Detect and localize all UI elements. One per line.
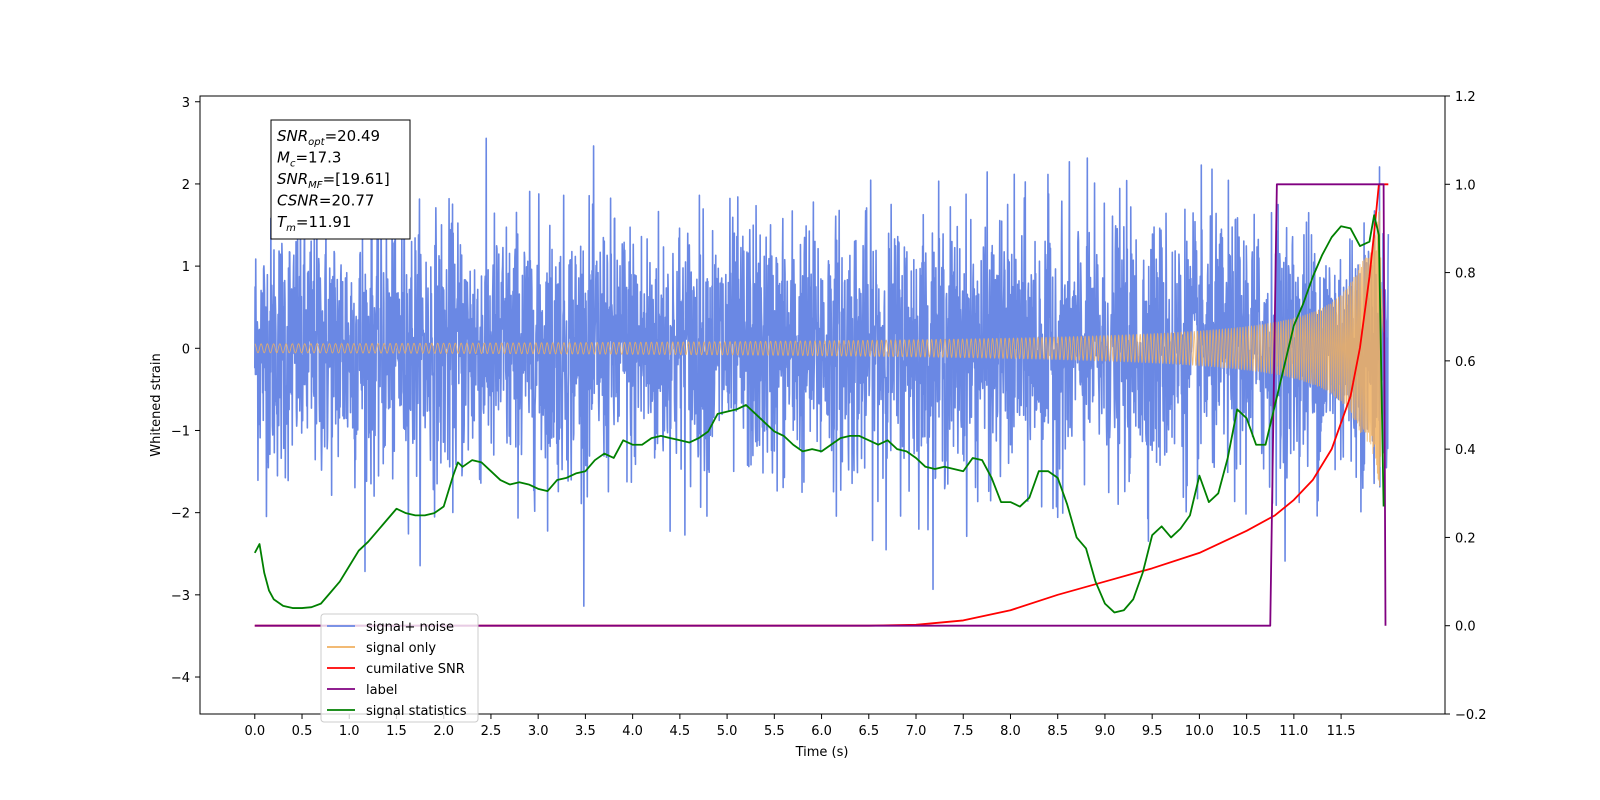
annotation-line: Mc=17.3 — [277, 149, 341, 170]
annotation-line: SNRopt=20.49 — [277, 127, 380, 148]
x-tick-label: 3.5 — [575, 724, 596, 739]
series-line-1 — [253, 137, 1390, 607]
series-line-5 — [253, 214, 1385, 614]
annotation-frame — [270, 119, 411, 240]
y-tick-label: −4 — [171, 671, 190, 686]
annotation-value: =[19.61] — [323, 170, 390, 188]
x-tick-label: 5.0 — [717, 724, 738, 739]
x-tick-label: 11.5 — [1327, 724, 1356, 739]
y2-tick-label: 0.8 — [1455, 267, 1476, 282]
annotation-symbol: CSNR — [277, 192, 319, 210]
y2-tick-label: −0.2 — [1455, 708, 1487, 723]
series-line-3 — [254, 183, 1389, 627]
y-tick-label: 2 — [182, 178, 190, 193]
y-tick-label: 0 — [182, 342, 190, 357]
annotation-symbol: SNR — [277, 170, 308, 188]
x-tick-label: 8.5 — [1047, 724, 1068, 739]
legend-label: cumilative SNR — [366, 662, 465, 677]
x-tick-label: 4.5 — [670, 724, 691, 739]
series-line-2 — [254, 210, 1385, 487]
x-tick-label: 11.0 — [1279, 724, 1308, 739]
series-line-4 — [254, 183, 1387, 627]
x-axis-label: Time (s) — [795, 745, 849, 760]
x-tick-label: 9.5 — [1142, 724, 1163, 739]
annotation-line: SNRMF=[19.61] — [277, 170, 390, 191]
y-tick-label: −1 — [171, 424, 190, 439]
x-tick-label: 2.0 — [433, 724, 454, 739]
y-tick-label: −3 — [171, 589, 190, 604]
y-tick-label: 3 — [182, 96, 190, 111]
x-tick-label: 5.5 — [764, 724, 785, 739]
x-tick-label: 10.0 — [1185, 724, 1214, 739]
plot-frame — [199, 95, 1446, 715]
x-tick-label: 8.0 — [1000, 724, 1021, 739]
y2-tick-label: 0.6 — [1455, 355, 1476, 370]
x-tick-label: 2.5 — [481, 724, 502, 739]
y2-tick-label: 0.0 — [1455, 620, 1476, 635]
annotation-symbol: T — [277, 213, 288, 231]
y2-tick-label: 0.4 — [1455, 443, 1476, 458]
x-tick-label: 0.0 — [244, 724, 265, 739]
x-tick-label: 10.5 — [1232, 724, 1261, 739]
legend: signal+ noise signal only cumilative SNR la… — [320, 613, 479, 723]
x-tick-label: 1.5 — [386, 724, 407, 739]
annotation-subscript: c — [290, 159, 296, 170]
x-tick-label: 7.5 — [953, 724, 974, 739]
x-tick-label: 7.0 — [906, 724, 927, 739]
annotation-symbol: SNR — [277, 127, 308, 145]
y2-tick-label: 0.2 — [1455, 531, 1476, 546]
annotation-symbol: M — [277, 149, 290, 167]
axes: 0.0 0.5 1.0 1.5 2.0 2.5 3.0 3.5 4.0 4.5 5.0 5.5 6.0 6… — [171, 90, 1487, 739]
legend-label: signal statistics — [366, 704, 467, 719]
annotation-subscript: opt — [308, 137, 325, 148]
annotation-value: =17.3 — [295, 149, 341, 167]
annotation-box: SNRopt=20.49Mc=17.3SNRMF=[19.61]CSNR=20.… — [270, 119, 411, 240]
annotation-value: =11.91 — [296, 213, 352, 231]
annotation-line: CSNR=20.77 — [277, 192, 374, 210]
legend-label: signal only — [366, 641, 436, 656]
y-axis-label: Whitened strain — [149, 353, 164, 456]
x-tick-label: 0.5 — [292, 724, 313, 739]
x-tick-label: 6.0 — [811, 724, 832, 739]
y2-tick-label: 1.0 — [1455, 178, 1476, 193]
y-tick-label: −2 — [171, 507, 190, 522]
x-tick-label: 1.0 — [339, 724, 360, 739]
annotation-subscript: m — [286, 223, 296, 234]
plot-series — [253, 137, 1390, 627]
annotation-value: =20.49 — [325, 127, 381, 145]
x-tick-label: 4.0 — [622, 724, 643, 739]
annotation-value: =20.77 — [319, 192, 375, 210]
y2-tick-label: 1.2 — [1455, 90, 1476, 105]
x-tick-label: 3.0 — [528, 724, 549, 739]
y-tick-label: 1 — [182, 260, 190, 275]
x-tick-label: 9.0 — [1095, 724, 1116, 739]
annotation-subscript: MF — [308, 180, 323, 191]
legend-label: signal+ noise — [366, 620, 454, 635]
x-tick-label: 6.5 — [858, 724, 879, 739]
legend-frame — [320, 613, 479, 723]
legend-label: label — [366, 683, 397, 698]
annotation-line: Tm=11.91 — [277, 213, 351, 234]
